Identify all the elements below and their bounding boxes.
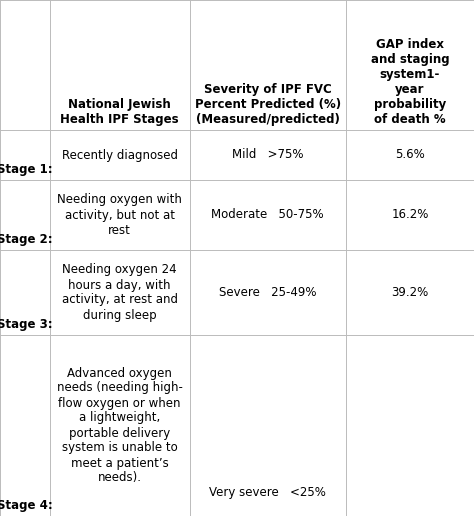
Text: Moderate   50-75%: Moderate 50-75%: [211, 208, 324, 221]
Text: Very severe   <25%: Very severe <25%: [210, 486, 326, 499]
Text: Needing oxygen 24
hours a day, with
activity, at rest and
during sleep: Needing oxygen 24 hours a day, with acti…: [62, 264, 178, 321]
Text: Stage 4:: Stage 4:: [0, 499, 53, 512]
Text: Advanced oxygen
needs (needing high-
flow oxygen or when
a lightweight,
portable: Advanced oxygen needs (needing high- flo…: [57, 366, 182, 485]
Text: GAP index
and staging
system1-
year
probability
of death %: GAP index and staging system1- year prob…: [371, 38, 449, 126]
Text: 5.6%: 5.6%: [395, 149, 425, 162]
Text: Stage 3:: Stage 3:: [0, 318, 53, 331]
Text: National Jewish
Health IPF Stages: National Jewish Health IPF Stages: [60, 98, 179, 126]
Text: Stage 2:: Stage 2:: [0, 233, 53, 246]
Text: Recently diagnosed: Recently diagnosed: [62, 149, 178, 162]
Text: Mild   >75%: Mild >75%: [232, 149, 303, 162]
Text: Severe   25-49%: Severe 25-49%: [219, 286, 317, 299]
Text: 39.2%: 39.2%: [392, 286, 428, 299]
Text: Stage 1:: Stage 1:: [0, 163, 53, 176]
Text: Needing oxygen with
activity, but not at
rest: Needing oxygen with activity, but not at…: [57, 194, 182, 236]
Text: 16.2%: 16.2%: [392, 208, 428, 221]
Text: Severity of IPF FVC
Percent Predicted (%)
(Measured/predicted): Severity of IPF FVC Percent Predicted (%…: [195, 83, 341, 126]
